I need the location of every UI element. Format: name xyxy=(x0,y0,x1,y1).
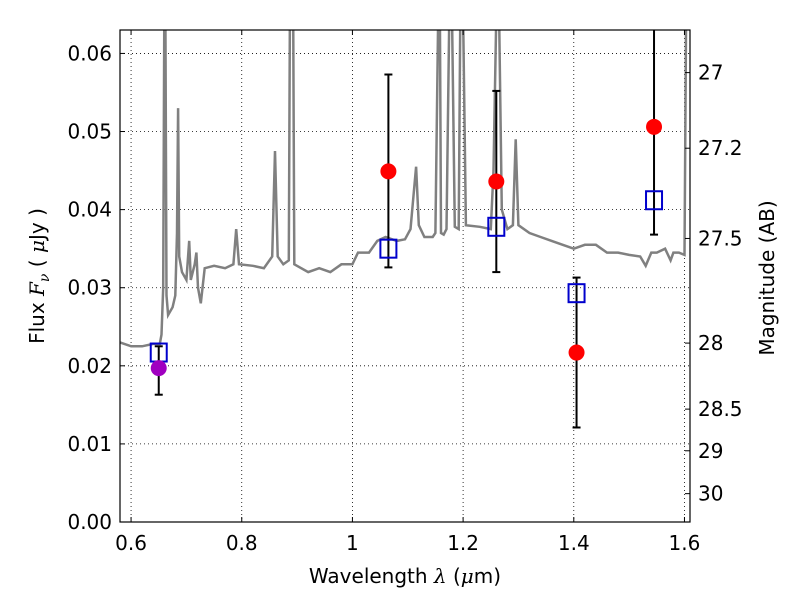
y-tick-label: 0.06 xyxy=(67,41,112,65)
magnitude-tick-label: 27 xyxy=(698,61,723,85)
x-axis-label: Wavelength λ (μm) xyxy=(309,564,501,588)
observed-point xyxy=(646,118,663,135)
y-tick-label: 0.01 xyxy=(67,432,112,456)
observed-point xyxy=(380,163,397,180)
spectrum-line xyxy=(120,30,688,348)
x-tick-label: 1 xyxy=(346,531,359,555)
y-tick-label: 0.05 xyxy=(67,120,112,144)
magnitude-tick-label: 27.2 xyxy=(698,136,743,160)
x-tick-label: 0.8 xyxy=(226,531,258,555)
model-point xyxy=(487,216,506,237)
data-marks xyxy=(149,30,664,429)
x-tick-label: 1.4 xyxy=(558,531,590,555)
x-tick-label: 0.6 xyxy=(115,531,147,555)
model-point xyxy=(567,283,586,304)
magnitude-tick-label: 28.5 xyxy=(698,397,743,421)
x-tick-label: 1.6 xyxy=(669,531,701,555)
magnitude-tick-label: 28 xyxy=(698,331,723,355)
y-axis-label-left: Flux Fν ( μJy ) xyxy=(25,208,53,344)
grid-lines xyxy=(120,30,690,523)
magnitude-tick-label: 27.5 xyxy=(698,226,743,250)
y-tick-label: 0.04 xyxy=(67,198,112,222)
y-axis-label-right: Magnitude (AB) xyxy=(755,200,779,355)
model-point xyxy=(645,190,664,211)
y-tick-label: 0.00 xyxy=(67,510,112,534)
observed-point xyxy=(150,360,167,377)
x-tick-label: 1.2 xyxy=(447,531,479,555)
observed-point xyxy=(488,173,505,190)
axes: 0.6 0.8 1 1.2 1.4 1.6 0.00 0.01 0.02 0.03 0.04 0.05… xyxy=(67,30,743,555)
plot-frame xyxy=(119,29,691,523)
y-tick-label: 0.02 xyxy=(67,354,112,378)
spectrum-layer xyxy=(120,30,688,348)
observed-point xyxy=(568,344,585,361)
y-tick-label: 0.03 xyxy=(67,276,112,300)
model-point xyxy=(379,238,398,259)
magnitude-tick-label: 29 xyxy=(698,439,723,463)
magnitude-tick-label: 30 xyxy=(698,482,723,506)
